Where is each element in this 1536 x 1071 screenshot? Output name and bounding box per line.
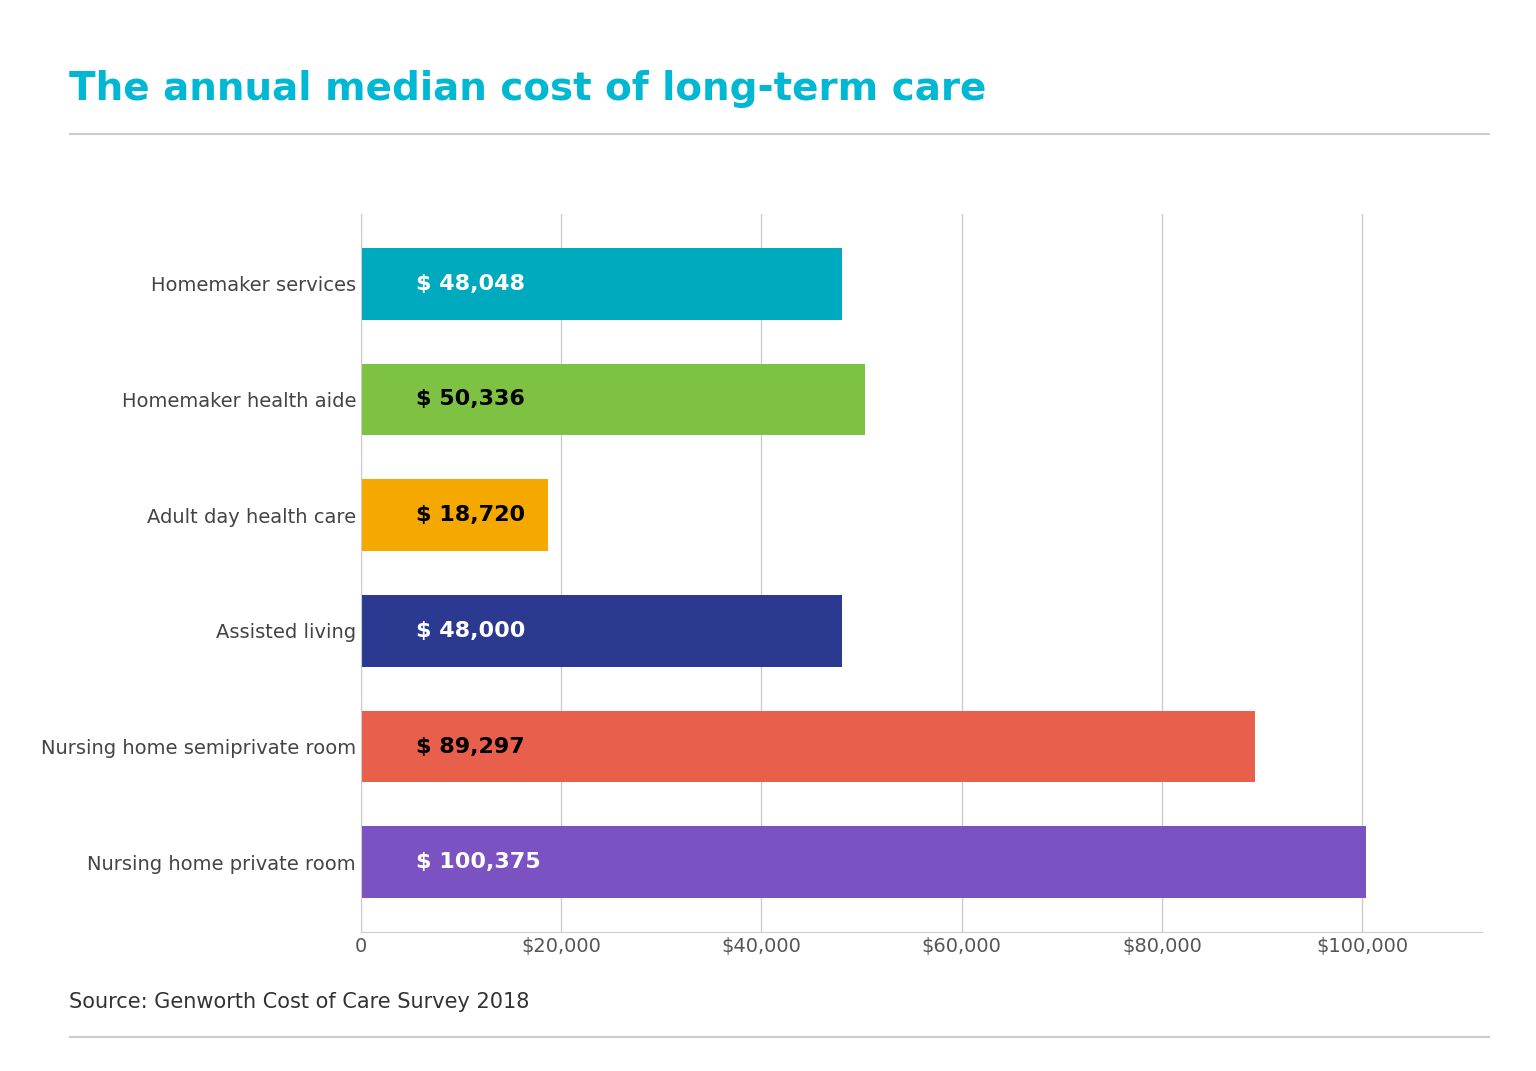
Text: $ 48,048: $ 48,048 <box>416 274 525 293</box>
Bar <box>361 827 1366 899</box>
Text: Source: Genworth Cost of Care Survey 2018: Source: Genworth Cost of Care Survey 201… <box>69 992 530 1012</box>
Text: $ 18,720: $ 18,720 <box>416 506 525 525</box>
Text: $ 48,000: $ 48,000 <box>416 621 525 640</box>
Bar <box>361 479 548 550</box>
Bar <box>361 363 865 435</box>
Text: $ 89,297: $ 89,297 <box>416 737 525 756</box>
Bar <box>361 247 842 319</box>
Text: $ 50,336: $ 50,336 <box>416 390 525 409</box>
Text: $ 100,375: $ 100,375 <box>416 853 541 872</box>
Bar <box>361 711 1255 783</box>
Bar <box>361 595 842 667</box>
Text: The annual median cost of long-term care: The annual median cost of long-term care <box>69 70 986 107</box>
